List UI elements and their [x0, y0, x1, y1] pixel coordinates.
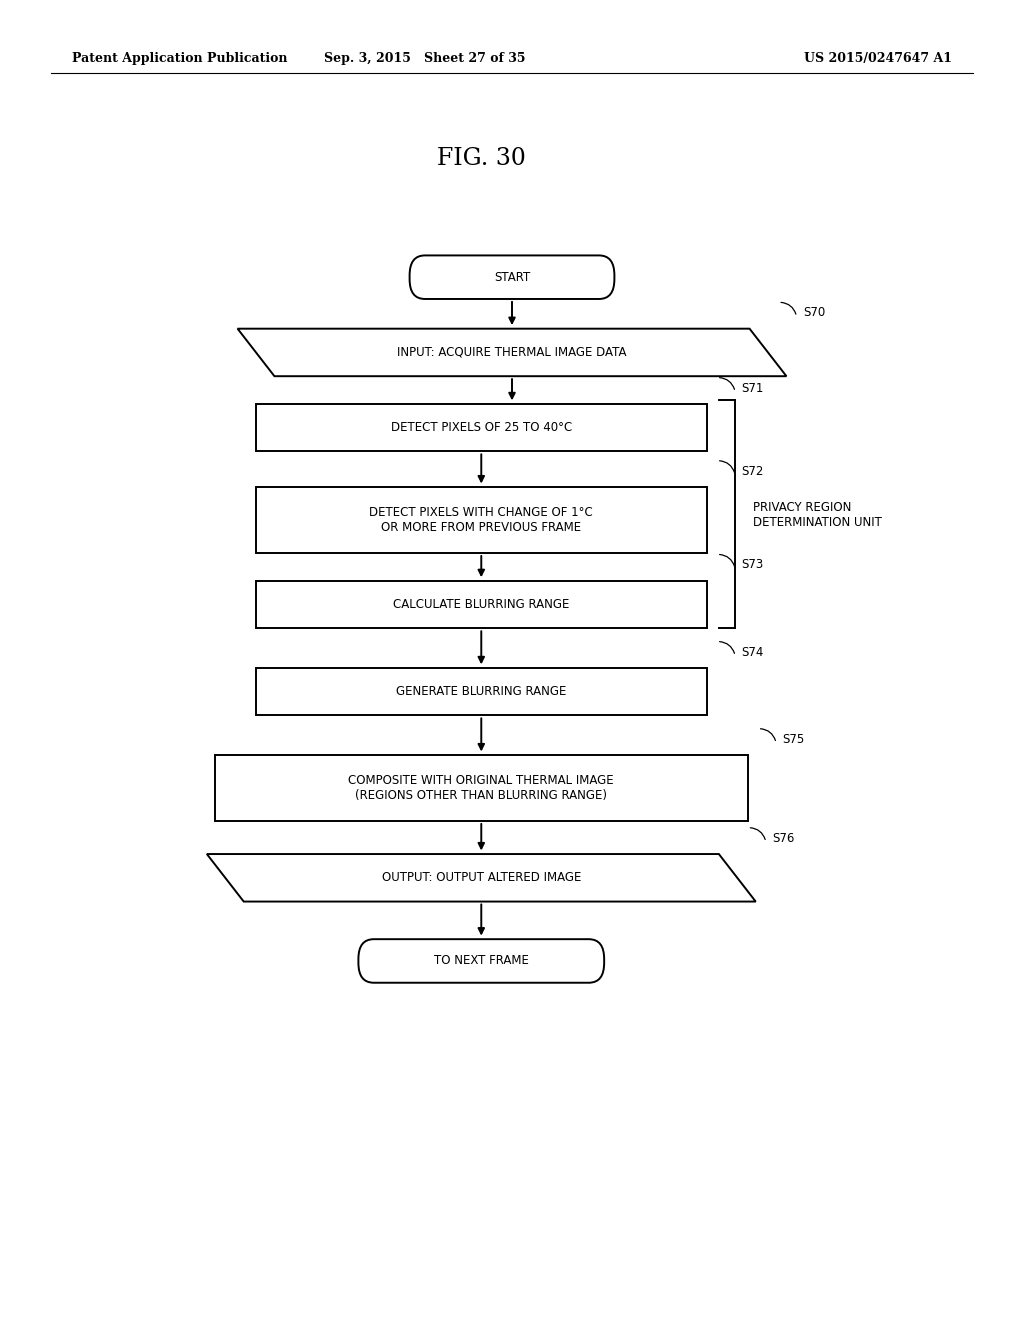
Bar	[256, 581, 707, 628]
Text: Sep. 3, 2015   Sheet 27 of 35: Sep. 3, 2015 Sheet 27 of 35	[325, 51, 525, 65]
Text: US 2015/0247647 A1: US 2015/0247647 A1	[804, 51, 952, 65]
Text: DETECT PIXELS WITH CHANGE OF 1°C
OR MORE FROM PREVIOUS FRAME: DETECT PIXELS WITH CHANGE OF 1°C OR MORE…	[370, 506, 593, 535]
Text: START: START	[494, 271, 530, 284]
Text: S70: S70	[803, 306, 825, 319]
Polygon shape	[238, 329, 786, 376]
Text: S71: S71	[741, 381, 764, 395]
Bar	[256, 487, 707, 553]
Text: COMPOSITE WITH ORIGINAL THERMAL IMAGE
(REGIONS OTHER THAN BLURRING RANGE): COMPOSITE WITH ORIGINAL THERMAL IMAGE (R…	[348, 774, 614, 803]
Text: FIG. 30: FIG. 30	[437, 147, 525, 170]
Polygon shape	[207, 854, 756, 902]
Bar	[215, 755, 748, 821]
Text: CALCULATE BLURRING RANGE: CALCULATE BLURRING RANGE	[393, 598, 569, 611]
Text: OUTPUT: OUTPUT ALTERED IMAGE: OUTPUT: OUTPUT ALTERED IMAGE	[382, 871, 581, 884]
Text: GENERATE BLURRING RANGE: GENERATE BLURRING RANGE	[396, 685, 566, 698]
Text: TO NEXT FRAME: TO NEXT FRAME	[434, 954, 528, 968]
FancyBboxPatch shape	[358, 940, 604, 982]
Text: S76: S76	[772, 832, 795, 845]
Text: Patent Application Publication: Patent Application Publication	[72, 51, 287, 65]
Text: S74: S74	[741, 645, 764, 659]
Bar	[256, 404, 707, 451]
Text: S75: S75	[782, 733, 805, 746]
Bar	[256, 668, 707, 715]
Text: PRIVACY REGION
DETERMINATION UNIT: PRIVACY REGION DETERMINATION UNIT	[753, 500, 882, 529]
Text: DETECT PIXELS OF 25 TO 40°C: DETECT PIXELS OF 25 TO 40°C	[390, 421, 572, 434]
Text: INPUT: ACQUIRE THERMAL IMAGE DATA: INPUT: ACQUIRE THERMAL IMAGE DATA	[397, 346, 627, 359]
Text: S73: S73	[741, 558, 764, 572]
Text: S72: S72	[741, 465, 764, 478]
FancyBboxPatch shape	[410, 255, 614, 298]
